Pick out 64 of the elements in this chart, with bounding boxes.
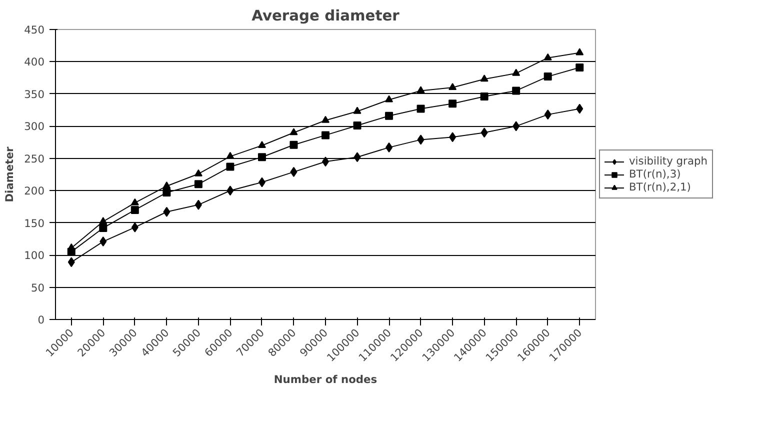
point bbox=[544, 110, 552, 120]
point bbox=[322, 116, 330, 123]
y-tick-label: 200 bbox=[24, 184, 45, 198]
point bbox=[163, 206, 170, 217]
point bbox=[385, 95, 394, 102]
point bbox=[322, 131, 330, 140]
point bbox=[130, 206, 139, 214]
point bbox=[385, 112, 394, 120]
point bbox=[290, 140, 298, 149]
legend-label: BT(r(n),2,1) bbox=[629, 180, 691, 194]
point bbox=[290, 166, 298, 177]
point bbox=[290, 128, 298, 136]
point bbox=[99, 217, 108, 224]
point bbox=[130, 198, 139, 206]
point bbox=[576, 104, 584, 114]
y-tick-label: 100 bbox=[24, 249, 45, 262]
point bbox=[131, 222, 138, 232]
y-tick-label: 0 bbox=[38, 314, 45, 326]
point bbox=[258, 140, 266, 148]
point bbox=[512, 86, 520, 95]
point bbox=[226, 162, 234, 171]
point bbox=[416, 86, 425, 94]
point bbox=[99, 224, 108, 232]
point bbox=[354, 152, 361, 162]
x-axis-title: Number of nodes bbox=[274, 372, 378, 386]
legend-label: visibility graph bbox=[629, 154, 708, 168]
y-tick-label: 400 bbox=[24, 56, 45, 69]
point bbox=[417, 134, 424, 145]
point bbox=[162, 182, 171, 189]
legend-label: BT(r(n),3) bbox=[629, 168, 681, 180]
y-tick-label: 450 bbox=[24, 24, 45, 36]
point bbox=[512, 68, 520, 76]
point bbox=[258, 177, 266, 188]
point bbox=[194, 169, 202, 176]
point bbox=[449, 132, 456, 142]
y-tick-label: 150 bbox=[24, 216, 45, 230]
point bbox=[194, 200, 202, 210]
point bbox=[448, 100, 457, 108]
point bbox=[416, 104, 425, 113]
point bbox=[576, 48, 584, 56]
point bbox=[512, 121, 520, 132]
y-axis-title: Diameter bbox=[3, 146, 16, 202]
chart-title: Average diameter bbox=[252, 8, 400, 24]
y-tick-label: 350 bbox=[24, 88, 45, 101]
point bbox=[162, 188, 171, 197]
point bbox=[576, 64, 584, 72]
point bbox=[194, 180, 202, 188]
point bbox=[480, 92, 488, 101]
y-tick-label: 50 bbox=[30, 281, 45, 294]
point bbox=[100, 236, 107, 247]
point bbox=[226, 186, 234, 196]
point bbox=[480, 74, 488, 82]
point bbox=[544, 53, 552, 60]
point bbox=[544, 72, 552, 81]
y-tick-label: 300 bbox=[24, 120, 45, 134]
point bbox=[68, 257, 75, 268]
point bbox=[226, 152, 234, 159]
point bbox=[480, 128, 488, 138]
point bbox=[448, 82, 457, 90]
point bbox=[386, 142, 393, 152]
point bbox=[258, 153, 266, 162]
y-tick-label: 250 bbox=[24, 152, 45, 166]
point bbox=[353, 106, 362, 114]
point bbox=[353, 122, 362, 130]
